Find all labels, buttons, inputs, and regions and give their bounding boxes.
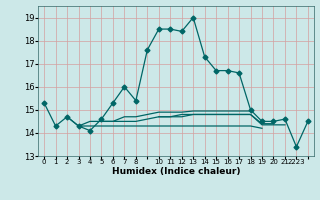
X-axis label: Humidex (Indice chaleur): Humidex (Indice chaleur) xyxy=(112,167,240,176)
